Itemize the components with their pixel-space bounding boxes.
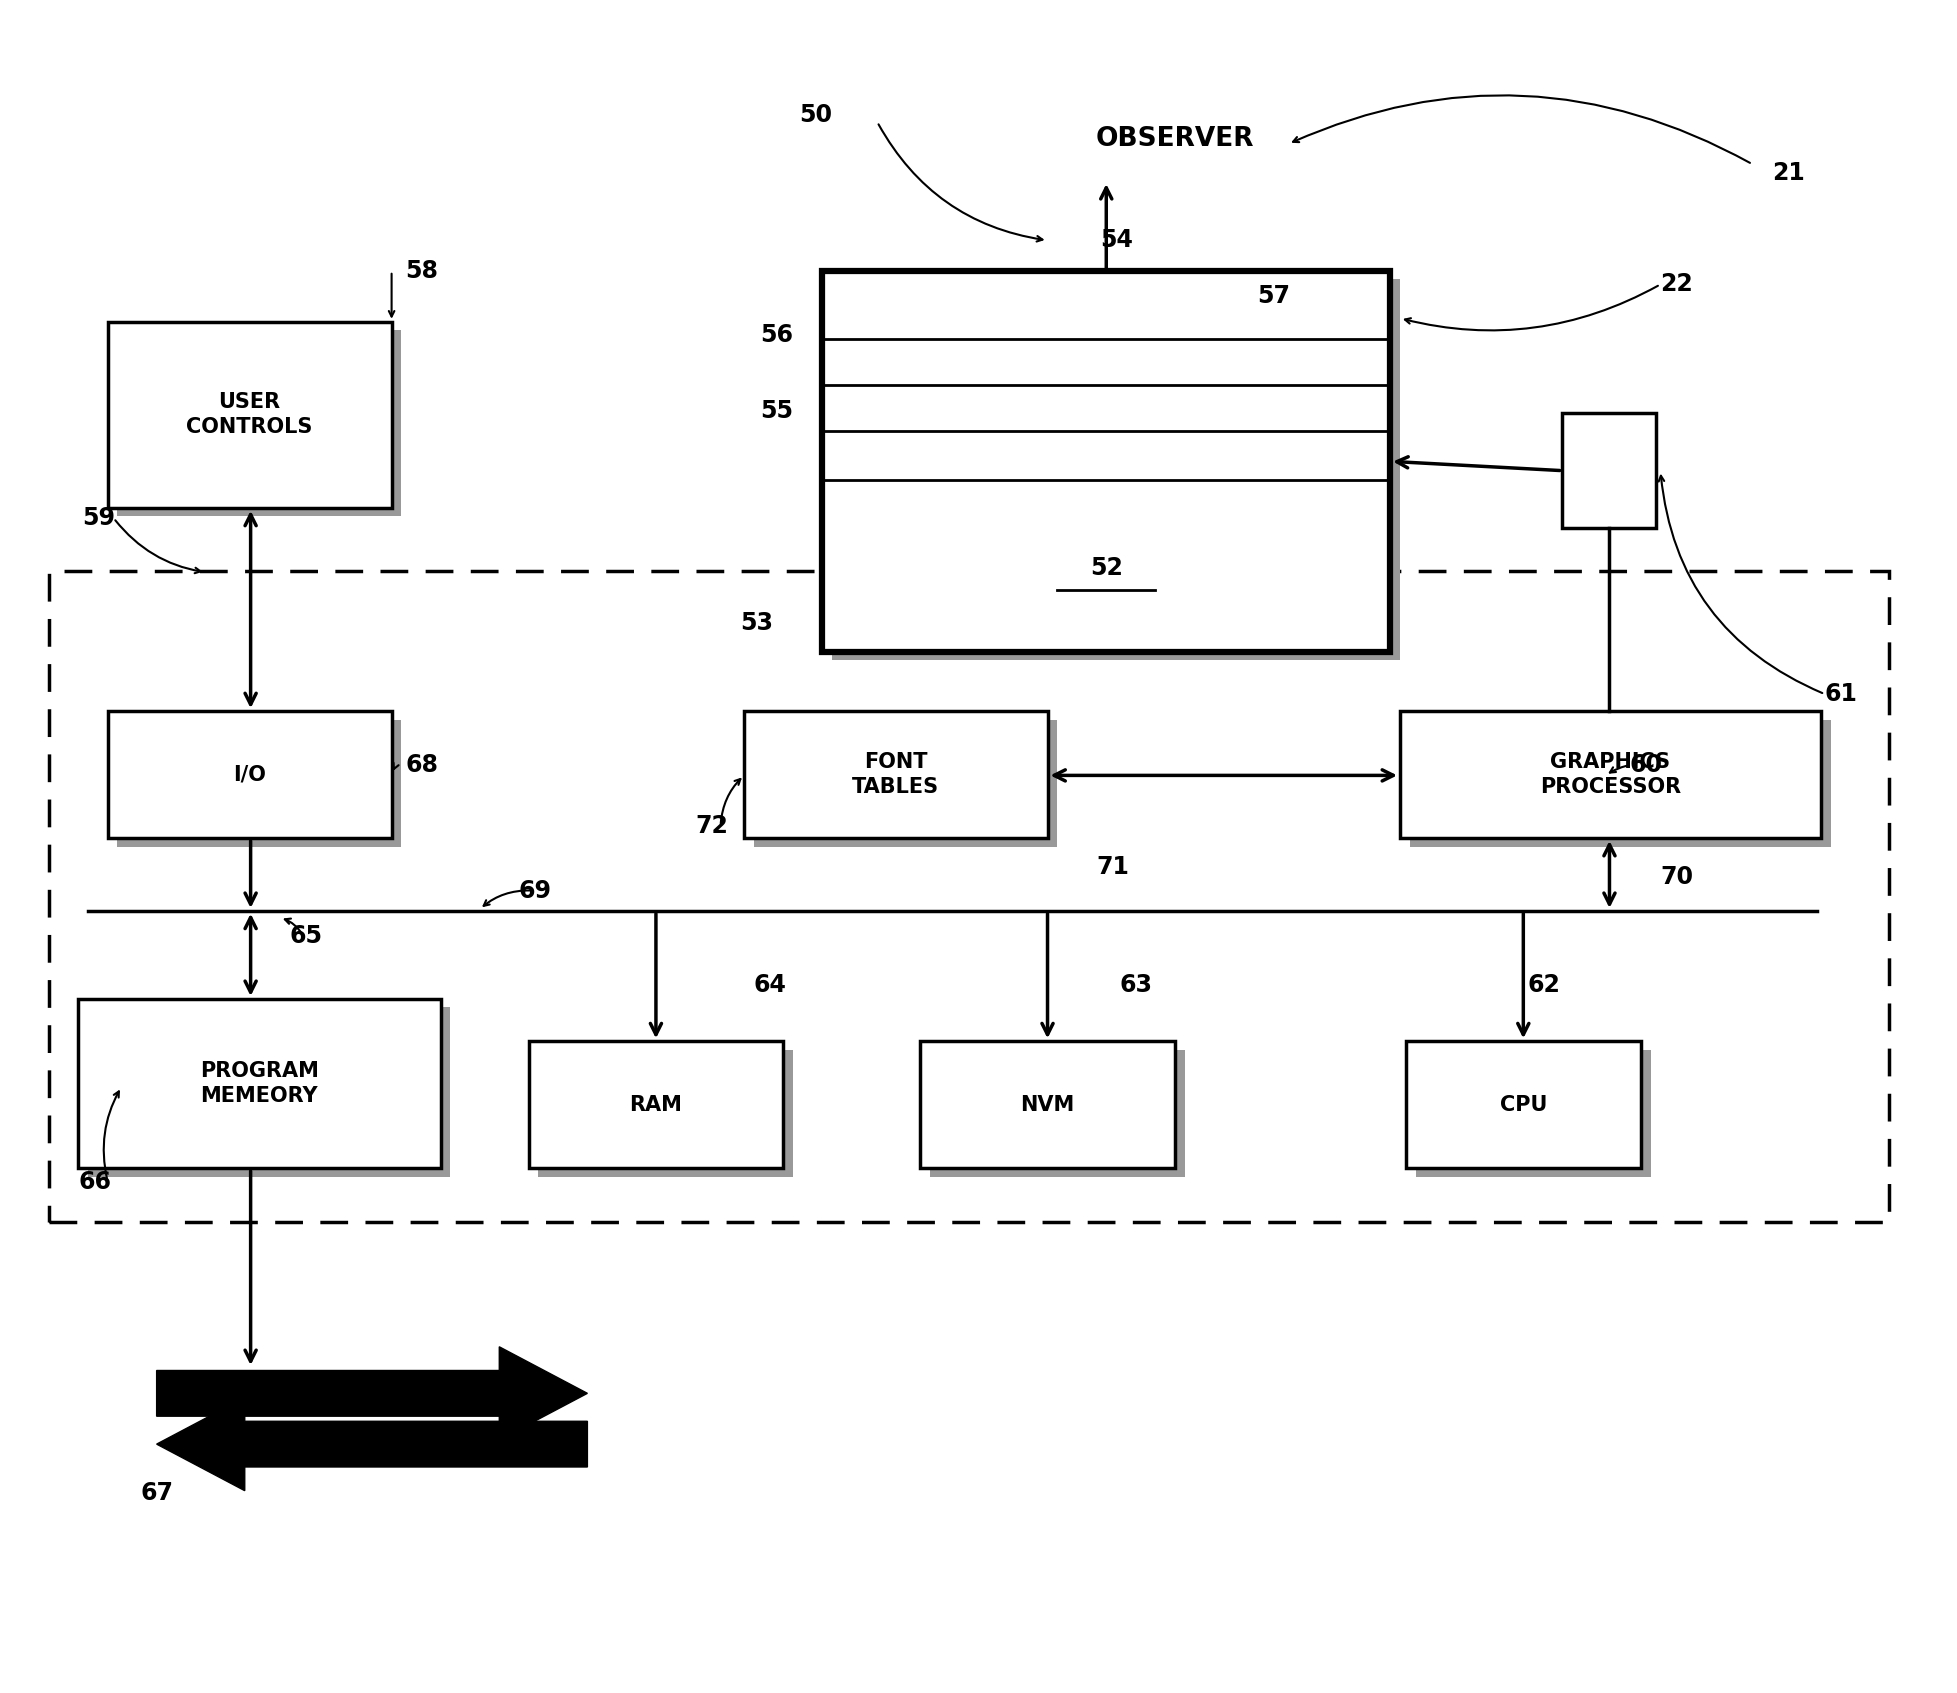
Text: 68: 68 xyxy=(405,753,438,777)
Bar xyxy=(1409,720,1830,846)
Bar xyxy=(538,1050,793,1177)
Text: USER
CONTROLS: USER CONTROLS xyxy=(186,393,313,437)
Bar xyxy=(1415,1050,1650,1177)
Text: 61: 61 xyxy=(1824,682,1857,706)
Text: RAM: RAM xyxy=(628,1095,683,1114)
Text: 52: 52 xyxy=(1090,555,1121,581)
Text: 65: 65 xyxy=(290,924,323,948)
Text: OBSERVER: OBSERVER xyxy=(1096,125,1252,152)
Text: 64: 64 xyxy=(753,973,787,997)
Text: 57: 57 xyxy=(1256,284,1290,308)
Text: 22: 22 xyxy=(1660,273,1693,296)
Text: 71: 71 xyxy=(1096,855,1129,879)
Text: FONT
TABLES: FONT TABLES xyxy=(851,752,939,797)
Bar xyxy=(753,720,1057,846)
Text: 59: 59 xyxy=(82,506,115,530)
Text: 56: 56 xyxy=(759,323,793,347)
Text: I/O: I/O xyxy=(233,765,266,784)
Text: 50: 50 xyxy=(798,103,832,127)
Bar xyxy=(920,1041,1174,1168)
Text: 58: 58 xyxy=(405,259,438,283)
Bar xyxy=(117,720,401,846)
Text: 67: 67 xyxy=(141,1481,174,1505)
Text: 70: 70 xyxy=(1660,865,1693,889)
Bar xyxy=(88,1007,450,1177)
Text: PROGRAM
MEMEORY: PROGRAM MEMEORY xyxy=(200,1062,319,1106)
Text: 63: 63 xyxy=(1119,973,1153,997)
Text: 21: 21 xyxy=(1771,161,1804,185)
FancyArrow shape xyxy=(157,1348,587,1439)
FancyArrow shape xyxy=(157,1398,587,1492)
Bar xyxy=(78,999,440,1168)
Text: 66: 66 xyxy=(78,1170,112,1194)
Bar xyxy=(930,1050,1184,1177)
Bar xyxy=(1399,711,1820,838)
Text: 62: 62 xyxy=(1526,973,1560,997)
Bar xyxy=(822,271,1389,652)
Bar xyxy=(1405,1041,1640,1168)
Bar xyxy=(1562,413,1656,528)
Text: 60: 60 xyxy=(1628,753,1661,777)
Text: 69: 69 xyxy=(519,879,552,902)
Bar xyxy=(744,711,1047,838)
Bar xyxy=(108,711,391,838)
Text: 72: 72 xyxy=(695,814,728,838)
Bar xyxy=(108,322,391,508)
Text: 53: 53 xyxy=(740,611,773,635)
Text: GRAPHICS
PROCESSOR: GRAPHICS PROCESSOR xyxy=(1538,752,1681,797)
Text: NVM: NVM xyxy=(1020,1095,1074,1114)
Text: 55: 55 xyxy=(759,400,793,423)
Text: 54: 54 xyxy=(1100,229,1133,252)
Bar xyxy=(117,330,401,516)
Bar xyxy=(49,571,1889,1222)
Text: CPU: CPU xyxy=(1499,1095,1546,1114)
Bar xyxy=(528,1041,783,1168)
Bar xyxy=(832,279,1399,660)
